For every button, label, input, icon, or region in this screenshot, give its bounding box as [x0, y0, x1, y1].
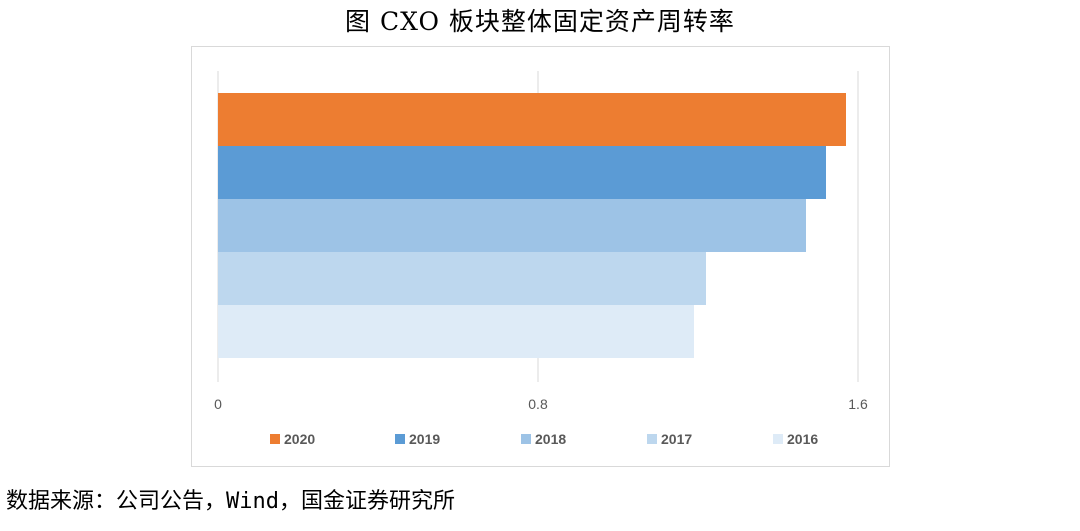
legend-label-2017: 2017: [661, 431, 692, 447]
source-note: 数据来源：公司公告，Wind，国金证券研究所: [6, 489, 455, 514]
chart-frame: 0 0.8 1.6 2020 2019 2018 2017 2016: [191, 46, 890, 467]
legend-swatch-2017: [647, 434, 657, 444]
legend-swatch-2019: [395, 434, 405, 444]
legend-swatch-2020: [270, 434, 280, 444]
x-tick-label-1: 0.8: [528, 396, 548, 412]
bar-2017: [218, 252, 706, 305]
x-tick-label-2: 1.6: [848, 396, 868, 412]
bar-chart: 0 0.8 1.6 2020 2019 2018 2017 2016: [214, 71, 868, 447]
legend-label-2019: 2019: [409, 431, 440, 447]
bar-2018: [218, 199, 806, 252]
legend-swatch-2016: [773, 434, 783, 444]
legend-label-2018: 2018: [535, 431, 566, 447]
bar-2020: [218, 93, 846, 146]
bar-2019: [218, 146, 826, 199]
bar-2016: [218, 305, 694, 358]
legend-label-2016: 2016: [787, 431, 818, 447]
legend-label-2020: 2020: [284, 431, 315, 447]
legend-swatch-2018: [521, 434, 531, 444]
x-tick-label-0: 0: [214, 396, 222, 412]
figure-title: 图 CXO 板块整体固定资产周转率: [345, 7, 735, 36]
